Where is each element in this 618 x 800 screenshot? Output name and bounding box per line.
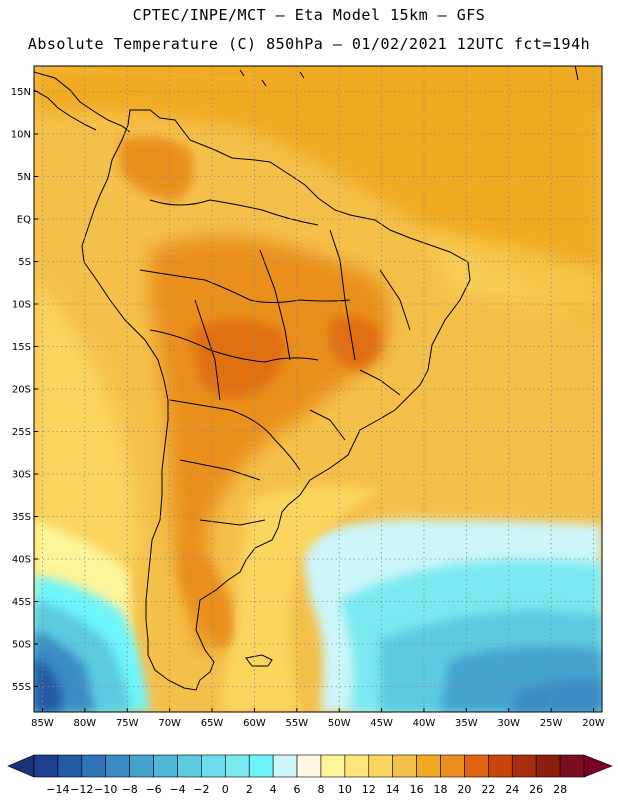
lat-tick-label: 40S — [12, 555, 31, 566]
colorbar-swatch — [559, 754, 585, 778]
colorbar-swatch — [177, 754, 202, 778]
colorbar-swatch — [296, 754, 322, 778]
colorbar: −14 −12 −10 −8 −6 −4 −2 0 2 4 6 8 10 12 14 16 18 20 22 24 26… — [7, 754, 613, 796]
colorbar-left-arrow — [7, 754, 35, 778]
colorbar-tick-label: −8 — [122, 783, 138, 796]
lon-tick-label: 45W — [370, 718, 393, 729]
lon-tick-label: 60W — [243, 718, 266, 729]
lat-tick-label: 50S — [12, 640, 31, 651]
colorbar-tick-label: −10 — [94, 783, 117, 796]
header-title: CPTEC/INPE/MCT — Eta Model 15km — GFS — [132, 6, 486, 24]
lon-tick-label: 65W — [201, 718, 224, 729]
lon-tick-label: 40W — [413, 718, 436, 729]
colorbar-swatch — [129, 754, 154, 778]
colorbar-tick-label: 12 — [362, 783, 376, 796]
lat-tick-label: 45S — [12, 597, 31, 608]
lat-tick-label: 5N — [17, 172, 31, 183]
lat-tick-label: 10S — [12, 300, 31, 311]
colorbar-swatch — [464, 754, 489, 778]
colorbar-tick-label: 14 — [386, 783, 400, 796]
lon-tick-label: 85W — [31, 718, 54, 729]
lat-tick-label: 15N — [11, 87, 31, 98]
colorbar-swatch — [368, 754, 393, 778]
colorbar-tick-label: 28 — [553, 783, 567, 796]
colorbar-tick-label: 18 — [434, 783, 448, 796]
lon-tick-label: 80W — [74, 718, 97, 729]
colorbar-swatch — [201, 754, 226, 778]
longitude-axis: 85W 80W 75W 70W 65W 60W 55W 50W 45W 40W 35W 30W 25W 2… — [31, 708, 605, 729]
lon-tick-label: 35W — [455, 718, 478, 729]
colorbar-tick-label: 24 — [505, 783, 519, 796]
colorbar-tick-label: 2 — [246, 783, 253, 796]
colorbar-swatch — [535, 754, 561, 778]
colorbar-swatch — [488, 754, 513, 778]
latitude-axis: 15N 10N 5N EQ 5S 10S 15S 20S 25S 30S 35S 40S 45S 50S 5… — [11, 87, 38, 693]
colorbar-swatch — [440, 754, 465, 778]
colorbar-swatch — [248, 754, 274, 778]
colorbar-tick-label: 6 — [294, 783, 301, 796]
colorbar-tick-label: 8 — [317, 783, 324, 796]
colorbar-tick-label: −4 — [169, 783, 185, 796]
lat-tick-label: 30S — [12, 470, 31, 481]
colorbar-swatch — [81, 754, 107, 778]
lat-tick-label: EQ — [17, 215, 31, 226]
colorbar-swatch — [153, 754, 178, 778]
colorbar-swatch — [392, 754, 417, 778]
colorbar-swatch — [225, 754, 250, 778]
lon-tick-label: 55W — [285, 718, 308, 729]
colorbar-tick-label: −2 — [193, 783, 209, 796]
colorbar-swatch — [511, 754, 537, 778]
colorbar-swatch — [416, 754, 441, 778]
coastlines — [34, 66, 579, 691]
lat-tick-label: 35S — [12, 512, 31, 523]
colorbar-tick-label: 20 — [457, 783, 471, 796]
colorbar-tick-label: −12 — [70, 783, 93, 796]
colorbar-swatch — [105, 754, 130, 778]
lat-tick-label: 5S — [18, 257, 31, 268]
colorbar-tick-label: 4 — [270, 783, 277, 796]
lat-tick-label: 15S — [12, 342, 31, 353]
temperature-field — [34, 66, 602, 712]
lat-tick-label: 10N — [11, 130, 31, 141]
colorbar-swatch — [33, 754, 59, 778]
colorbar-swatch — [57, 754, 83, 778]
colorbar-tick-label: 10 — [338, 783, 352, 796]
lon-tick-label: 70W — [158, 718, 181, 729]
lat-tick-label: 20S — [12, 385, 31, 396]
lon-tick-label: 75W — [116, 718, 139, 729]
lon-tick-label: 20W — [582, 718, 605, 729]
graticule — [34, 66, 602, 712]
colorbar-tick-label: −14 — [46, 783, 69, 796]
colorbar-tick-label: 0 — [222, 783, 229, 796]
colorbar-tick-label: 16 — [410, 783, 424, 796]
colorbar-swatch — [320, 754, 346, 778]
colorbar-right-arrow — [583, 754, 613, 778]
lat-tick-label: 25S — [12, 427, 31, 438]
colorbar-swatch — [344, 754, 370, 778]
colorbar-tick-label: 26 — [529, 783, 543, 796]
colorbar-swatch — [272, 754, 298, 778]
lon-tick-label: 30W — [497, 718, 520, 729]
lon-tick-label: 25W — [540, 718, 563, 729]
lat-tick-label: 55S — [12, 682, 31, 693]
lon-tick-label: 50W — [328, 718, 351, 729]
header-subtitle: Absolute Temperature (C) 850hPa — 01/02/… — [27, 35, 591, 53]
colorbar-tick-label: 22 — [481, 783, 495, 796]
colorbar-tick-label: −6 — [145, 783, 161, 796]
